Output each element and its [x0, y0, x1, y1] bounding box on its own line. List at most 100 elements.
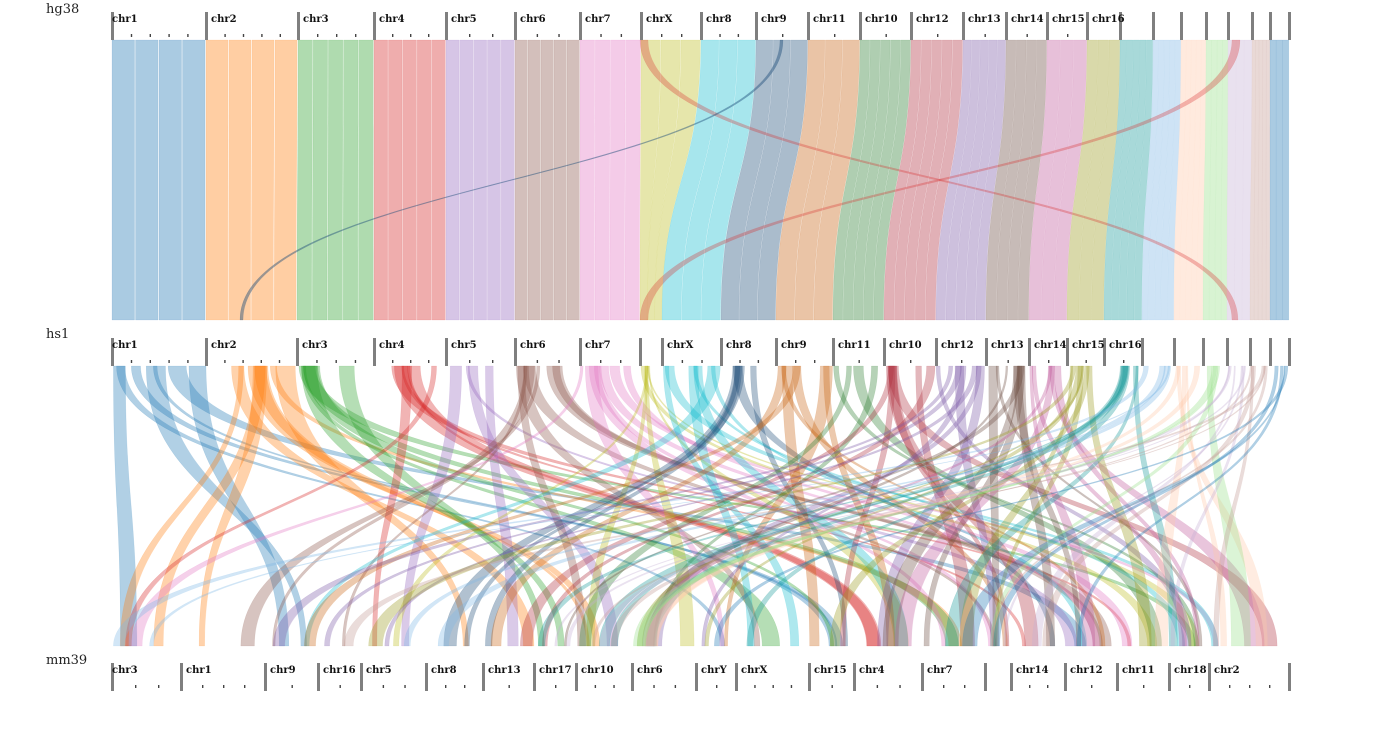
tick-mark [224, 34, 226, 37]
chromosome-label-mm39-chr7: chr7 [927, 665, 953, 676]
synteny-band [591, 365, 1266, 647]
synteny-bands [111, 39, 1290, 647]
synteny-band [1141, 39, 1159, 321]
synteny-band [443, 365, 745, 647]
synteny-band [598, 365, 1129, 647]
chromosome-label-hg38-chr15: chr15 [1052, 14, 1085, 25]
chromosome-boundary-mm39 [1064, 663, 1067, 691]
tick-mark [716, 685, 718, 688]
synteny-band [1154, 365, 1187, 647]
tick-mark [130, 34, 133, 37]
synteny-band [1179, 39, 1191, 321]
tick-mark [681, 360, 684, 363]
synteny-band [664, 365, 1219, 647]
chromosome-boundary-mm39 [264, 663, 267, 691]
synteny-band [1261, 39, 1267, 321]
tick-mark [1047, 685, 1049, 688]
chromosome-label-mm39-chr2: chr2 [1214, 665, 1240, 676]
chromosome-boundary-hg38 [910, 12, 913, 40]
synteny-band [1160, 39, 1176, 321]
tick-mark [594, 685, 597, 688]
genome-label-hg38: hg38 [46, 2, 79, 17]
synteny-band [996, 39, 1027, 321]
tick-mark [469, 360, 471, 363]
synteny-band [540, 39, 554, 321]
tick-mark [410, 34, 412, 37]
tick-mark [782, 34, 784, 37]
synteny-band [914, 39, 953, 321]
chromosome-boundary-mm39 [482, 663, 485, 691]
genome-label-mm39: mm39 [46, 653, 87, 668]
synteny-band [272, 365, 535, 647]
synteny-band [1031, 365, 1187, 647]
synteny-band [431, 39, 446, 321]
synteny-band [1066, 39, 1098, 321]
chromosome-label-hg38-chr14: chr14 [1011, 14, 1044, 25]
synteny-band [368, 365, 1076, 647]
synteny-band [437, 365, 1171, 647]
tick-mark [1229, 685, 1231, 688]
synteny-band [882, 365, 1020, 647]
synteny-band [599, 365, 1100, 647]
synteny-band [485, 365, 519, 647]
synteny-band [645, 365, 1129, 647]
chromosome-boundary-mm39 [575, 663, 578, 691]
synteny-band [459, 39, 474, 321]
chromosome-boundary-hs1 [111, 338, 114, 366]
synteny-band [623, 365, 1133, 647]
chromosome-boundary-hs1 [1249, 338, 1252, 366]
synteny-band [1126, 39, 1147, 321]
synteny-band [522, 365, 996, 647]
synteny-band [794, 39, 843, 321]
synteny-band [407, 365, 882, 647]
synteny-band [840, 365, 896, 647]
synteny-band [113, 365, 1149, 647]
synteny-band [894, 39, 932, 321]
synteny-band [520, 365, 894, 647]
synteny-band [342, 39, 359, 321]
tick-mark [404, 685, 406, 688]
tick-mark [202, 685, 204, 688]
chromosome-label-mm39-chrY: chrY [701, 665, 728, 676]
synteny-band [624, 39, 641, 321]
synteny-band [1041, 39, 1074, 321]
synteny-band [993, 365, 1084, 647]
chromosome-boundary-mm39 [631, 663, 634, 691]
synteny-band [228, 39, 252, 321]
synteny-band [585, 365, 725, 647]
synteny-band [701, 365, 967, 647]
synteny-band [611, 365, 1126, 647]
synteny-band [661, 39, 719, 321]
tick-mark [754, 685, 756, 688]
tick-mark [681, 34, 683, 37]
chromosome-boundary-hs1 [1226, 338, 1229, 366]
synteny-band [750, 365, 848, 647]
chromosome-boundary-mm39 [1288, 663, 1291, 691]
chromosome-boundary-mm39 [1168, 663, 1171, 691]
synteny-band [1170, 365, 1245, 647]
chromosome-boundary-mm39 [735, 663, 738, 691]
synteny-band [863, 39, 901, 321]
synteny-band [701, 39, 756, 321]
chromosome-label-hg38-chr6: chr6 [520, 14, 546, 25]
tick-mark [149, 360, 151, 363]
synteny-band [500, 39, 515, 321]
chromosome-label-hs1-chr14: chr14 [1034, 340, 1067, 351]
synteny-band [1242, 39, 1252, 321]
synteny-band [131, 365, 844, 647]
chromosome-label-hs1-chr6: chr6 [520, 340, 546, 351]
synteny-band [145, 365, 307, 647]
chromosome-boundary-hg38 [1046, 12, 1049, 40]
tick-mark [130, 360, 133, 363]
chromosome-boundary-mm39 [1208, 663, 1211, 691]
synteny-band [298, 365, 1196, 647]
synteny-band [342, 365, 528, 647]
synteny-band [832, 39, 870, 321]
chromosome-boundary-hg38 [579, 12, 582, 40]
synteny-band [1054, 39, 1087, 321]
chromosome-boundary-hg38 [1086, 12, 1089, 40]
synteny-band [554, 365, 1232, 647]
tick-mark [1143, 685, 1145, 688]
synteny-band [1076, 365, 1284, 647]
chromosome-label-hg38-chr4: chr4 [379, 14, 405, 25]
